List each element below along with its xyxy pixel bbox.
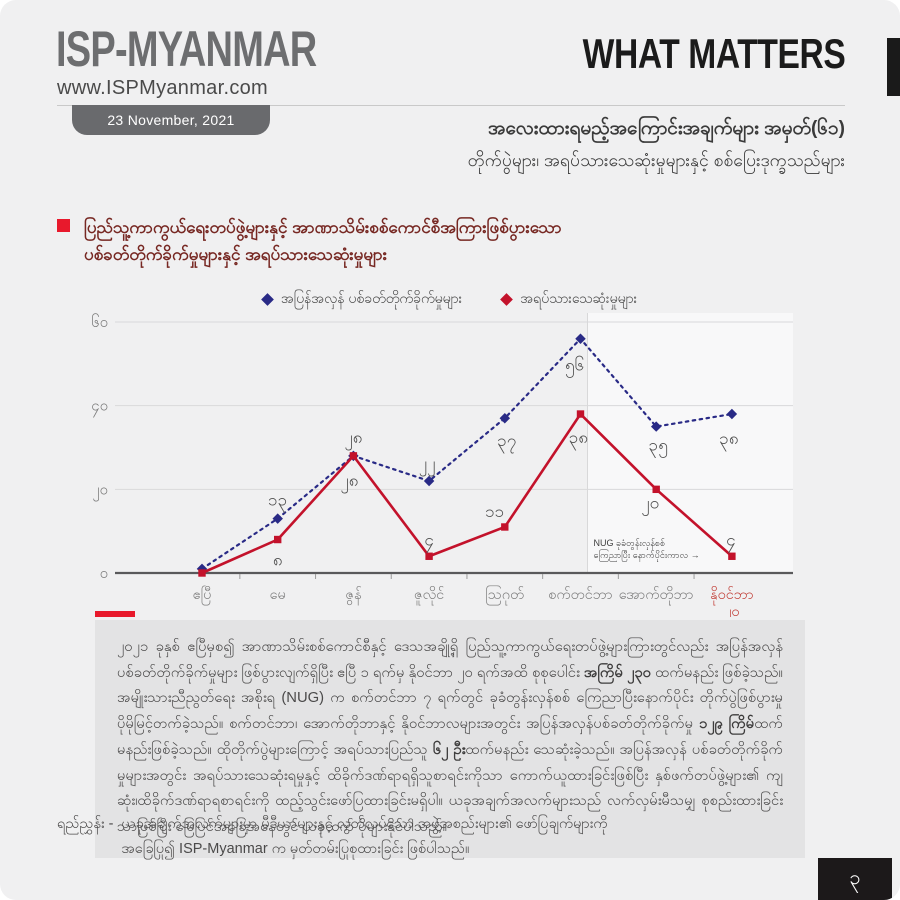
- chart-legend: အပြန်အလှန် ပစ်ခတ်တိုက်ခိုက်မှုများ အရပ်သ…: [0, 289, 900, 310]
- masthead-what-matters: WHAT MATTERS: [582, 30, 845, 77]
- square-marker: [349, 452, 358, 460]
- x-tick-label: အောက်တိုဘာ: [619, 585, 694, 606]
- square-marker: [198, 569, 206, 577]
- paragraph-bold-figure: ၁၂၉ ကြိမ်: [698, 716, 755, 733]
- data-label: ၃၈: [569, 428, 588, 451]
- summary-textbox: ၂၀၂၁ ခုနှစ် ဧပြီမှစ၍ အာဏာသိမ်းစစ်ကောင်စီ…: [95, 611, 805, 858]
- red-accent-dash: [95, 611, 135, 617]
- data-label: ၂၀: [641, 493, 659, 516]
- data-label: ၄: [726, 530, 736, 553]
- x-axis-labels: ဧပြီ မေ ဇွန် ဇူလိုင် သြဂုတ် စက်တင်ဘာ အောက်တိုဘ…: [193, 584, 754, 623]
- corner-black-tab: [887, 38, 900, 96]
- paragraph-bold-figure: အကြိမ် ၂၃၀: [583, 664, 651, 681]
- legend-label-attacks: အပြန်အလှန် ပစ်ခတ်တိုက်ခိုက်မှုများ: [280, 290, 463, 306]
- series-line: [200, 337, 733, 570]
- footnote-label: ရည်ညွှန်း -: [57, 816, 114, 832]
- paragraph-text: ၂၀၂၁ ခုနှစ် ဧပြီမှစ၍ အာဏာသိမ်းစစ်ကောင်စီ…: [117, 639, 783, 681]
- x-axis-ticks: [239, 574, 695, 579]
- x-tick-label: စက်တင်ဘာ: [548, 585, 612, 603]
- nug-annotation: NUG ခုခံတွန်းလှန်စစ်ကြေညာပြီး နောက်ပိုင်…: [594, 538, 700, 562]
- section-heading-text: ပြည်သူ့ကာကွယ်ရေးတပ်ဖွဲ့များနှင့် အာဏာသိမ…: [84, 214, 562, 268]
- footnote-body: ယခုအချက်အလက်များမှာ မီဒီယာများနှင့် လွတ်…: [121, 812, 607, 861]
- diamond-marker: [575, 333, 586, 344]
- post-nug-highlight-region: [587, 313, 793, 573]
- red-square-bullet-icon: [57, 219, 70, 232]
- line-chart: ၀၂၀ ၄၀ ၆၀ ဧပြီ မေ ဇွန် ဇူလိုင် သြဂုတ် စက်တင်ဘာ အေ…: [90, 305, 805, 623]
- data-label: ၁၃: [268, 491, 287, 514]
- x-tick-label: ဇွန်: [345, 585, 361, 606]
- x-tick-label: ဧပြီ: [193, 585, 212, 606]
- square-marker: [425, 552, 433, 560]
- svg-text:ကြေညာပြီး နောက်ပိုင်းကာလ →: ကြေညာပြီး နောက်ပိုင်းကာလ →: [594, 549, 700, 562]
- diamond-marker: [272, 513, 283, 524]
- diamond-marker: [423, 475, 435, 487]
- x-tick-label: နိုဝင်ဘာ: [710, 585, 754, 606]
- paragraph-text: ထက်မနည်း ဖြစ်ခဲ့သည်။ အမျိုးသားညီညွတ်ရေး …: [117, 664, 783, 733]
- paragraph-text: ထက်မနည်း သေဆုံးခဲ့သည်။ အပြန်အလှန် ပစ်ခတ်…: [117, 741, 783, 836]
- logo-isp-myanmar: ISP-MYANMAR: [56, 21, 317, 77]
- x-tick-label: မေ: [270, 587, 286, 603]
- blue-diamond-icon: [260, 293, 274, 306]
- section-heading-line2: ပစ်ခတ်တိုက်ခိုက်မှုများနှင့် အရပ်သားသေဆု…: [84, 245, 388, 265]
- square-marker: [576, 410, 585, 418]
- diamond-marker: [650, 421, 662, 432]
- section-heading: ပြည်သူ့ကာကွယ်ရေးတပ်ဖွဲ့များနှင့် အာဏာသိမ…: [57, 214, 562, 268]
- series-line: [200, 411, 734, 575]
- y-tick-label: ၄၀: [91, 398, 108, 418]
- square-marker: [274, 535, 282, 544]
- legend-label-deaths: အရပ်သားသေဆုံးမှုများ: [520, 290, 638, 306]
- square-marker: [501, 523, 509, 531]
- paragraph-text: ထက်မနည်းဖြစ်ခဲ့သည်။ ထိုတိုက်ပွဲများကြောင…: [117, 716, 783, 758]
- data-label: ၂၂: [419, 454, 436, 477]
- summary-paragraph: ၂၀၂၁ ခုနှစ် ဧပြီမှစ၍ အာဏာသိမ်းစစ်ကောင်စီ…: [117, 639, 783, 835]
- x-tick-label-line2: ၂၀: [724, 604, 739, 617]
- diamond-marker: [726, 408, 738, 420]
- data-label: ၂၈: [344, 428, 362, 451]
- red-diamond-icon: [500, 293, 514, 306]
- page-number-box: ၃: [818, 858, 892, 900]
- footnote: ရည်ညွှန်း - ယခုအချက်အလက်များမှာ မီဒီယာမျ…: [57, 812, 608, 861]
- data-label: ၈: [273, 551, 283, 570]
- section-heading-line1: ပြည်သူ့ကာကွယ်ရေးတပ်ဖွဲ့များနှင့် အာဏာသိမ…: [84, 218, 562, 237]
- svg-text:NUG ခုခံတွန်းလှန်စစ်: NUG ခုခံတွန်းလှန်စစ်: [594, 538, 666, 550]
- gridlines: ၀ ၂၀ ၄၀ ၆၀: [91, 313, 793, 582]
- x-tick-label: ဇူလိုင်: [414, 585, 444, 606]
- paragraph-bold-figure: ၆၂ ဦး: [432, 741, 466, 758]
- date-badge: 23 November, 2021: [72, 105, 270, 135]
- data-label: ၄: [424, 530, 434, 553]
- x-tick-label: သြဂုတ်: [485, 584, 524, 606]
- y-tick-label: ၀: [100, 565, 108, 582]
- legend-item-deaths: အရပ်သားသေဆုံးမှုများ: [500, 289, 638, 310]
- data-label: ၃၅: [649, 436, 668, 459]
- y-tick-label: ၆၀: [91, 313, 108, 331]
- footnote-line1: ယခုအချက်အလက်များမှာ မီဒီယာများနှင့် လွတ်…: [121, 816, 608, 832]
- square-marker: [728, 552, 736, 560]
- issue-title-line2: တိုက်ပွဲများ၊ အရပ်သားသေဆုံးမှုများနှင့် …: [467, 150, 845, 170]
- issue-title-line1: အလေးထားရမည့်အကြောင်းအချက်များ အမှတ်(၆၁): [488, 118, 845, 139]
- y-tick-label: ၂၀: [92, 481, 108, 501]
- website-url: www.ISPMyanmar.com: [57, 77, 269, 99]
- issue-title: အလေးထားရမည့်အကြောင်းအချက်များ အမှတ်(၆၁) …: [468, 116, 845, 175]
- footnote-line2: အခြေပြု၍ ISP-Myanmar က မှတ်တမ်းပြုစုထားခ…: [121, 840, 470, 857]
- header-divider: [57, 105, 845, 106]
- data-label: ၃၇: [497, 431, 516, 454]
- data-label: ၃၈: [719, 429, 738, 452]
- data-label: ၂၈: [340, 471, 358, 494]
- data-label: ၅၆: [565, 355, 584, 379]
- square-marker: [652, 485, 660, 494]
- legend-item-attacks: အပြန်အလှန် ပစ်ခတ်တိုက်ခိုက်မှုများ: [260, 289, 463, 310]
- data-label: ၁၁: [485, 502, 504, 521]
